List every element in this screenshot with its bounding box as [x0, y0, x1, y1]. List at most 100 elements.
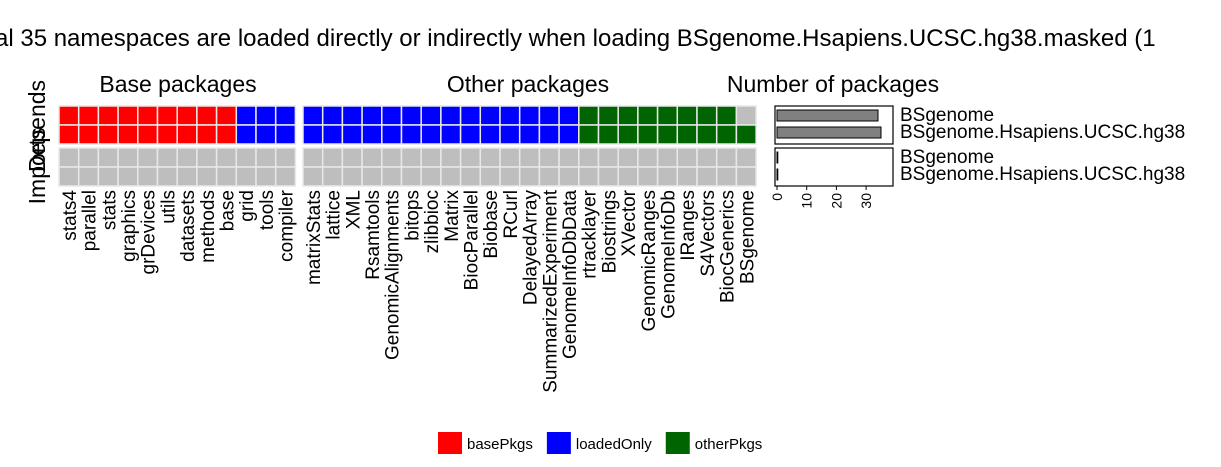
- package-label: Matrix: [442, 190, 463, 242]
- heatmap-tile: [255, 147, 277, 168]
- package-label: SummarizedExperiment: [540, 189, 561, 392]
- heatmap-tile: [715, 124, 738, 145]
- heatmap-tile: [196, 105, 218, 126]
- legend-label: basePkgs: [467, 436, 533, 453]
- heatmap-tile: [321, 124, 344, 145]
- axis-tick-label: 0: [769, 193, 785, 201]
- heatmap-tile: [176, 147, 198, 168]
- heatmap-tile: [518, 105, 541, 126]
- heatmap-tile: [735, 105, 757, 126]
- count-bar: [776, 168, 779, 181]
- package-label: parallel: [80, 190, 101, 251]
- heatmap-tile: [420, 124, 442, 145]
- package-label: base: [217, 190, 238, 231]
- package-label: compiler: [277, 189, 298, 261]
- heatmap-tile: [578, 105, 600, 126]
- heatmap-tile: [617, 105, 639, 126]
- package-label: GenomicRanges: [639, 190, 660, 332]
- legend-label: otherPkgs: [695, 436, 763, 453]
- heatmap-tile: [735, 166, 757, 187]
- heatmap-tile: [420, 147, 442, 168]
- package-label: tools: [257, 190, 278, 230]
- axis-tick-label: 30: [858, 193, 874, 209]
- heatmap-tile: [97, 124, 119, 145]
- chart-title: al 35 namespaces are loaded directly or …: [0, 25, 1156, 52]
- heatmap-tile: [715, 166, 738, 187]
- legend-label: loadedOnly: [576, 436, 652, 453]
- axis-tick-label: 10: [799, 193, 815, 209]
- package-label: RCurl: [501, 190, 522, 239]
- package-label: stats: [99, 190, 120, 230]
- heatmap-tile: [676, 147, 698, 168]
- heatmap-tile: [459, 124, 482, 145]
- heatmap-tile: [538, 105, 560, 126]
- heatmap-tile: [479, 124, 501, 145]
- package-label: zlibbioc: [422, 190, 443, 253]
- heatmap-tile: [735, 124, 757, 145]
- heatmap-tile: [420, 166, 442, 187]
- heatmap-tile: [156, 105, 178, 126]
- heatmap-tile: [637, 147, 659, 168]
- axis-tick-label: 20: [828, 193, 844, 209]
- heatmap-tile: [137, 166, 159, 187]
- heatmap-tile: [58, 124, 80, 145]
- heatmap-tile: [176, 124, 198, 145]
- heatmap-tile: [459, 105, 482, 126]
- heatmap-tile: [196, 124, 218, 145]
- heatmap-tile: [558, 124, 580, 145]
- count-bar: [776, 109, 879, 122]
- heatmap-tile: [97, 166, 119, 187]
- bar-panel-title: Number of packages: [727, 71, 939, 97]
- heatmap-tile: [479, 147, 501, 168]
- heatmap-tile: [176, 166, 198, 187]
- heatmap-tile: [735, 147, 757, 168]
- heatmap-tile: [341, 166, 363, 187]
- heatmap-tile: [597, 124, 619, 145]
- heatmap-tile: [558, 105, 580, 126]
- heatmap-tile: [479, 166, 501, 187]
- heatmap-tile: [215, 166, 238, 187]
- package-label: XVector: [619, 189, 640, 256]
- heatmap-tile: [77, 147, 100, 168]
- heatmap-tile: [696, 166, 718, 187]
- heatmap-tile: [77, 124, 100, 145]
- heatmap-tile: [381, 166, 403, 187]
- package-label: graphics: [119, 190, 140, 262]
- heatmap-tile: [361, 105, 383, 126]
- heatmap-tile: [117, 147, 139, 168]
- heatmap-tile: [400, 166, 422, 187]
- heatmap-tile: [156, 124, 178, 145]
- heatmap-tile: [617, 124, 639, 145]
- bar-panel: BSgenomeBSgenome.Hsapiens.UCSC.hg38BSgen…: [769, 105, 1185, 209]
- heatmap-tile: [440, 147, 462, 168]
- heatmap-tile: [361, 166, 383, 187]
- heatmap-tile: [637, 166, 659, 187]
- package-label: BiocGenerics: [718, 190, 739, 303]
- heatmap-tile: [637, 105, 659, 126]
- heatmap-tile: [381, 124, 403, 145]
- heatmap-tile: [499, 105, 521, 126]
- heatmap-tile: [715, 147, 738, 168]
- package-label: stats4: [60, 190, 81, 241]
- heatmap-tile: [255, 105, 277, 126]
- heatmap-tile: [597, 105, 619, 126]
- heatmap-tile: [676, 124, 698, 145]
- package-label: DelayedArray: [521, 190, 542, 306]
- heatmap-tile: [400, 147, 422, 168]
- package-label: Biostrings: [599, 190, 620, 273]
- heatmap-tile: [215, 124, 238, 145]
- heatmap-tile: [578, 124, 600, 145]
- heatmap-tile: [558, 166, 580, 187]
- heatmap-tile: [558, 147, 580, 168]
- bar-label: BSgenome.Hsapiens.UCSC.hg38: [900, 122, 1185, 143]
- heatmap-tile: [196, 166, 218, 187]
- heatmap-tile: [400, 124, 422, 145]
- heatmap-tile: [696, 124, 718, 145]
- row-label-imports: Imports: [24, 128, 50, 205]
- package-label: BSgenome: [737, 190, 758, 284]
- heatmap-tile: [255, 124, 277, 145]
- heatmap-tile: [656, 166, 679, 187]
- heatmap-tile: [215, 147, 238, 168]
- heatmap-tile: [676, 166, 698, 187]
- heatmap-tile: [235, 105, 257, 126]
